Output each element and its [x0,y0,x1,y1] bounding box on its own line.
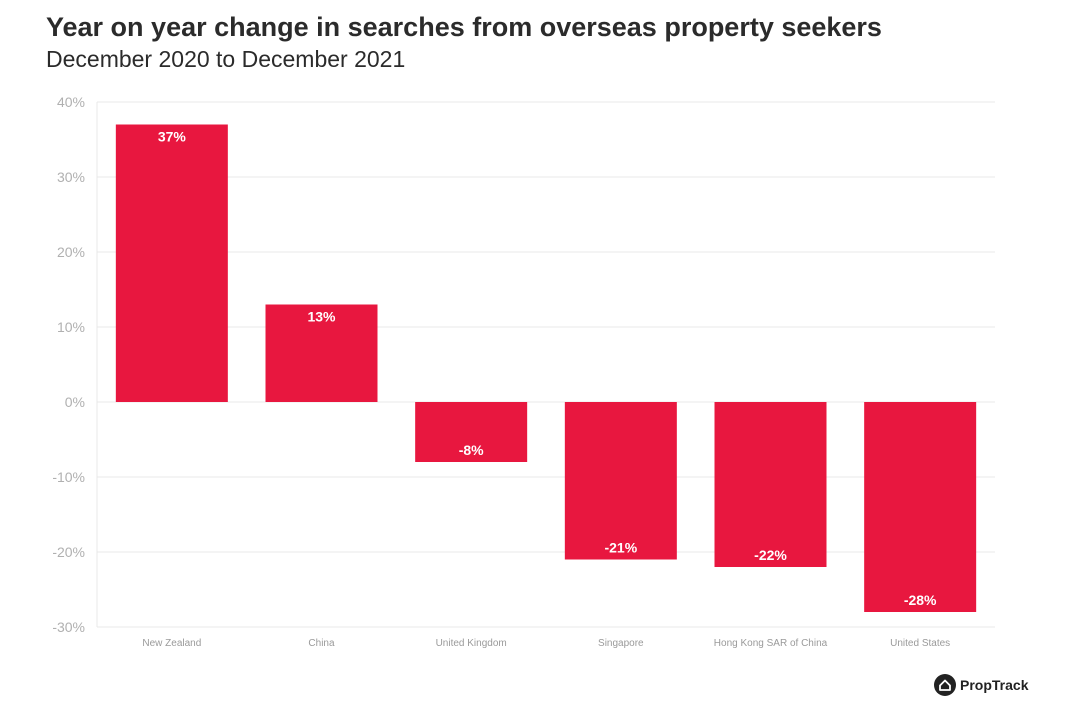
x-tick-label: New Zealand [142,638,201,649]
data-label: 13% [307,309,336,325]
x-tick-label: Singapore [598,638,644,649]
bar [714,402,827,567]
bar [864,402,977,612]
chart-subtitle: December 2020 to December 2021 [46,46,406,72]
y-tick-label: 30% [57,169,85,185]
brand-name: PropTrack [960,677,1029,693]
x-tick-label: United Kingdom [436,638,507,649]
data-label: -21% [604,540,637,556]
data-label: -8% [459,442,484,458]
y-tick-label: 0% [65,394,85,410]
bar [265,304,378,402]
x-tick-label: Hong Kong SAR of China [714,638,828,649]
proptrack-logo: PropTrack [934,674,1028,696]
bar [564,402,677,560]
y-tick-label: 40% [57,94,85,110]
y-tick-label: -20% [52,544,85,560]
bar [415,402,528,462]
data-label: 37% [158,129,187,145]
y-tick-label: 20% [57,244,85,260]
house-icon [934,674,956,696]
data-label: -28% [904,592,937,608]
chart-title: Year on year change in searches from ove… [46,12,882,42]
y-tick-label: -10% [52,469,85,485]
y-tick-label: -30% [52,619,85,635]
bar [115,124,228,402]
y-tick-label: 10% [57,319,85,335]
x-tick-label: United States [890,638,950,649]
x-tick-label: China [308,638,335,649]
data-label: -22% [754,547,787,563]
